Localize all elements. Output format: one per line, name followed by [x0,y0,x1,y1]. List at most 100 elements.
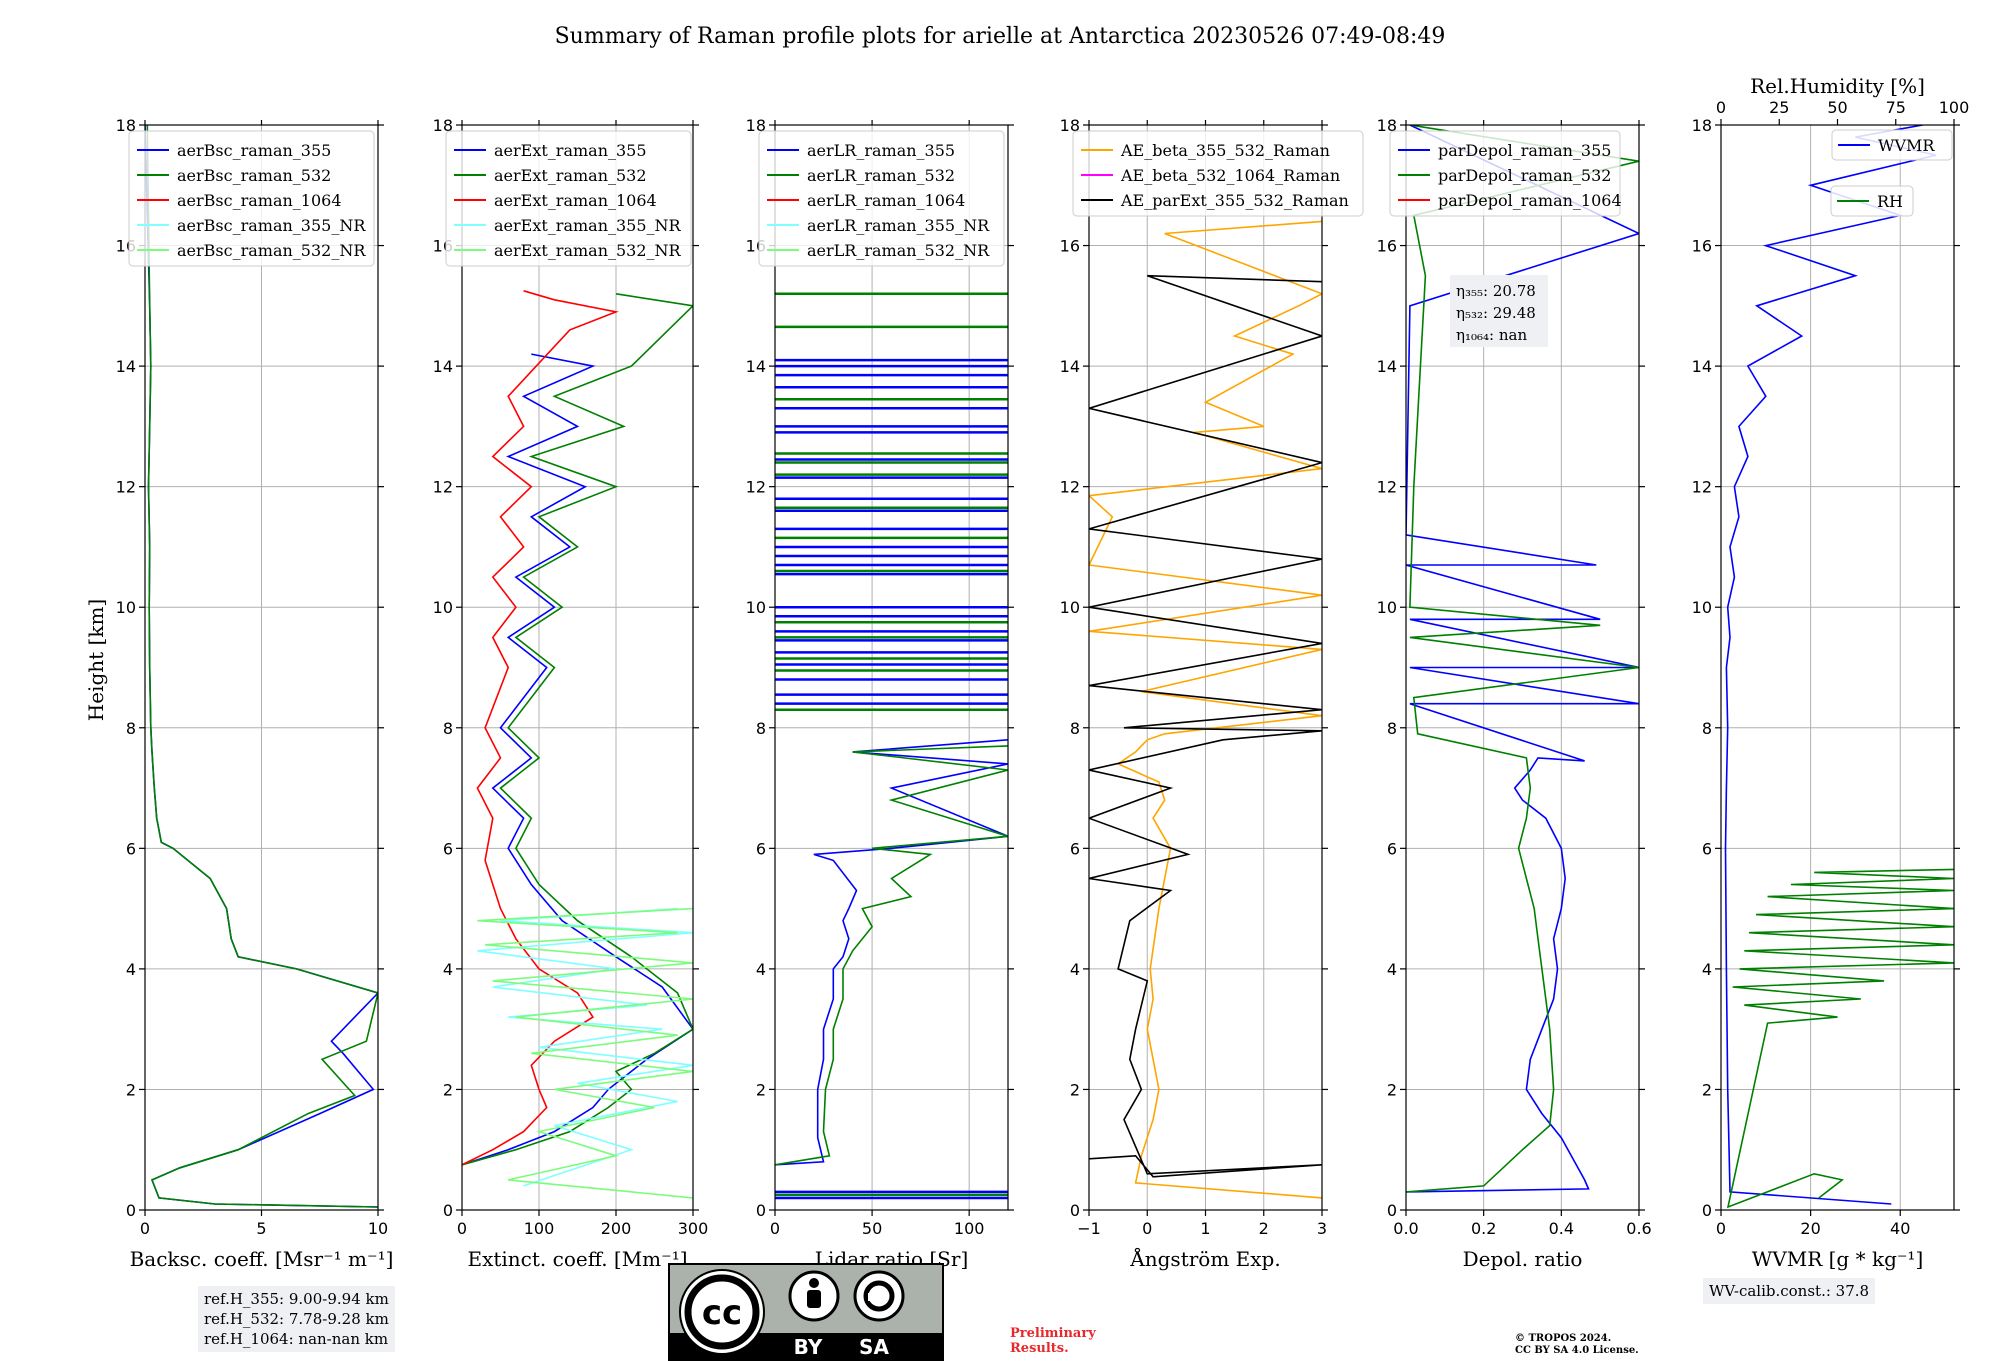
data-lidar_ratio [775,292,1008,1200]
legend-entry: aerBsc_raman_532 [177,166,331,185]
legend-backscatter [128,130,375,267]
preliminary-line-1: Preliminary [1010,1326,1096,1341]
ytick-label-depol: 16 [1377,237,1397,256]
xtick-label-backscatter: 10 [368,1219,388,1238]
ytick-label-backscatter: 0 [126,1201,136,1220]
ytick-label-lidar_ratio: 6 [756,839,766,858]
ytick-label-angstrom: 10 [1060,598,1080,617]
legend-entry: AE_beta_355_532_Raman [1120,141,1330,160]
ytick-label-extinction: 14 [433,357,453,376]
series-aerBsc_raman_532 [146,125,378,1208]
xtick-label-depol: 0.2 [1471,1219,1496,1238]
series-AE_beta_355_532_Raman [1089,220,1322,1199]
ytick-label-extinction: 4 [443,960,453,979]
ytick-label-depol: 10 [1377,598,1397,617]
ytick-label-lidar_ratio: 14 [746,357,766,376]
ytick-label-angstrom: 14 [1060,357,1080,376]
series-parDepol_raman_532 [1406,125,1639,1193]
xtick-label-lidar_ratio: 100 [954,1219,985,1238]
ytick-label-lidar_ratio: 18 [746,116,766,135]
eta-annotation-line: η₃₅₅: 20.78 [1456,282,1536,300]
ytick-label-depol: 8 [1387,719,1397,738]
legend-entry: WVMR [1878,136,1935,155]
frame-extinction [461,124,694,1211]
ytick-label-extinction: 18 [433,116,453,135]
legend-entry: parDepol_raman_355 [1438,141,1611,160]
cc-text: cc [702,1293,742,1333]
ytick-label-wvmr: 12 [1692,478,1712,497]
legend-lidar_ratio [758,130,1005,267]
ytick-label-angstrom: 6 [1070,839,1080,858]
ytick-label-extinction: 0 [443,1201,453,1220]
ytick-label-depol: 6 [1387,839,1397,858]
xtick-label-wvmr: 40 [1890,1219,1910,1238]
figure-title: Summary of Raman profile plots for ariel… [555,24,1446,49]
eta-annotation-box [1450,275,1548,347]
eta-annotation-line: η₁₀₆₄: nan [1456,326,1527,344]
xtick-label-wvmr: 20 [1800,1219,1820,1238]
ytick-label-wvmr: 10 [1692,598,1712,617]
top-xtick-label: 0 [1716,98,1726,117]
ytick-label-depol: 12 [1377,478,1397,497]
ytick-label-wvmr: 14 [1692,357,1712,376]
ytick-label-wvmr: 6 [1702,839,1712,858]
xlabel-backscatter: Backsc. coeff. [Msr⁻¹ m⁻¹] [130,1247,394,1271]
legend-depol [1389,130,1621,217]
ytick-label-backscatter: 6 [126,839,136,858]
ytick-label-wvmr: 2 [1702,1080,1712,1099]
xlabel-angstrom: Ångström Exp. [1129,1246,1280,1271]
xtick-label-angstrom: 3 [1317,1219,1327,1238]
series-WVMR [1724,125,1937,1205]
series-RH [1726,868,1954,1209]
eta-annotation-line: η₅₃₂: 29.48 [1456,304,1536,322]
legend-entry: aerLR_raman_532 [807,166,955,185]
series-parDepol_raman_355 [1406,125,1639,1193]
ytick-label-extinction: 10 [433,598,453,617]
ytick-label-angstrom: 8 [1070,719,1080,738]
ytick-label-depol: 4 [1387,960,1397,979]
ytick-label-wvmr: 8 [1702,719,1712,738]
xtick-label-backscatter: 0 [140,1219,150,1238]
legend-wvmr-box [1830,185,1914,217]
legend-entry: aerExt_raman_355_NR [494,216,682,235]
series-aerExt_raman_1064 [462,290,619,1166]
copyright-line-1: © TROPOS 2024. [1515,1333,1612,1344]
top-xtick-label: 50 [1827,98,1847,117]
xtick-label-wvmr: 0 [1716,1219,1726,1238]
legend-entry: aerLR_raman_355 [807,141,955,160]
series-aerExt_raman_355 [462,353,693,1166]
ytick-label-angstrom: 0 [1070,1201,1080,1220]
ytick-label-backscatter: 12 [116,478,136,497]
frame-depol [1405,124,1640,1211]
legend-angstrom [1072,130,1364,217]
wv-calib-box: WV-calib.const.: 37.8 [1703,1278,1876,1304]
data-wvmr [1724,125,1954,1209]
ytick-label-angstrom: 12 [1060,478,1080,497]
top-xlabel: Rel.Humidity [%] [1750,74,1925,98]
panel-depol: 0 2 4 6 8 10 12 14 16 18 0.0 0.2 0.4 0.6 Depol. ratio p… [1377,116,1652,1271]
xlabel-depol: Depol. ratio [1463,1247,1583,1271]
ytick-label-extinction: 8 [443,719,453,738]
xtick-label-extinction: 300 [678,1219,709,1238]
legend-extinction [445,130,692,267]
top-xtick-label: 100 [1939,98,1970,117]
legend-entry: aerBsc_raman_355_NR [177,216,366,235]
xtick-label-extinction: 0 [457,1219,467,1238]
ytick-label-extinction: 6 [443,839,453,858]
xtick-label-extinction: 200 [601,1219,632,1238]
data-backscatter [145,125,378,1208]
data-depol [1406,125,1639,1193]
xtick-label-depol: 0.0 [1393,1219,1418,1238]
ytick-label-wvmr: 0 [1702,1201,1712,1220]
ytick-label-lidar_ratio: 4 [756,960,766,979]
series-aerExt_raman_355_NR [477,907,693,1187]
preliminary-notice: Preliminary Results. [1010,1326,1096,1356]
ytick-label-depol: 2 [1387,1080,1397,1099]
ytick-label-wvmr: 16 [1692,237,1712,256]
copyright-notice: © TROPOS 2024. CC BY SA 4.0 License. [1515,1333,1639,1357]
by-person-icon [809,1278,819,1288]
